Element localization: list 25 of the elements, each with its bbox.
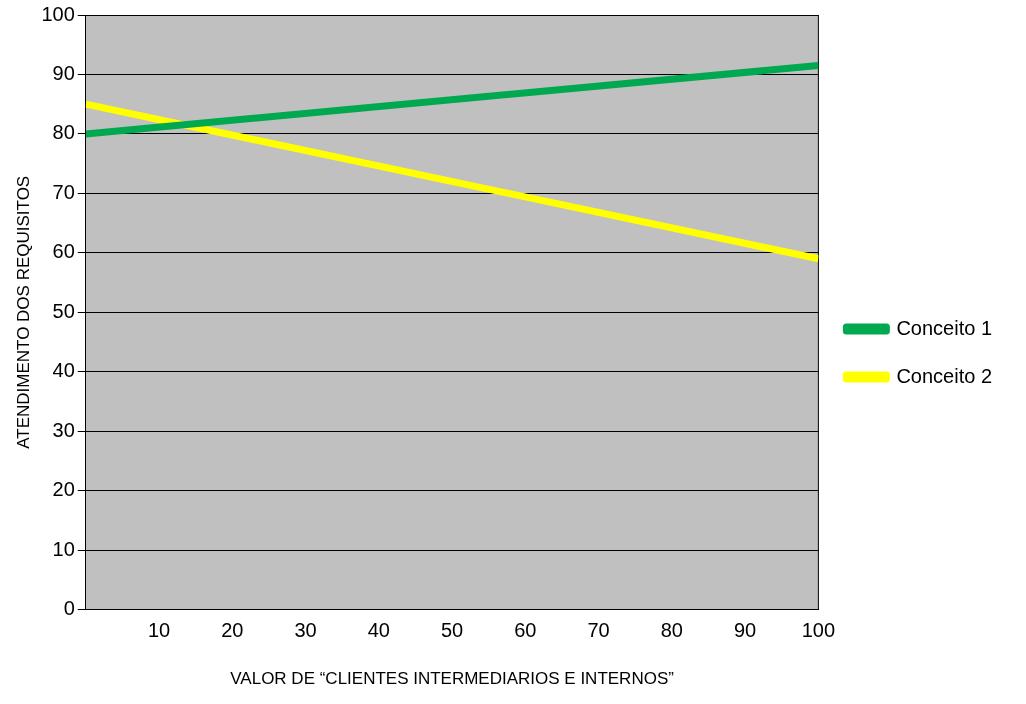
x-axis-title: VALOR DE “CLIENTES INTERMEDIARIOS E INTERNOS” — [230, 669, 675, 689]
x-tick-label: 70 — [587, 619, 610, 642]
y-tick-label: 90 — [52, 61, 75, 84]
y-tick-label: 20 — [52, 478, 75, 501]
x-tick-label: 80 — [660, 619, 683, 642]
x-tick-label: 60 — [514, 619, 537, 642]
y-tick-label: 100 — [41, 2, 75, 25]
y-axis-title: ATENDIMENTO DOS REQUISITOS — [13, 175, 33, 449]
x-tick-label: 50 — [440, 619, 464, 642]
x-tick-label: 30 — [294, 619, 317, 642]
x-tick-label: 40 — [367, 619, 390, 642]
y-tick-label: 80 — [52, 121, 75, 144]
y-tick-label: 0 — [63, 597, 75, 620]
legend-label: Conceito 1 — [896, 316, 993, 339]
y-tick-label: 50 — [52, 299, 75, 322]
x-tick-label: 90 — [734, 619, 757, 642]
y-tick-label: 30 — [52, 418, 75, 441]
x-tick-label: 20 — [221, 619, 244, 642]
y-tick-label: 70 — [52, 180, 75, 203]
x-tick-label: 100 — [801, 619, 836, 642]
y-tick-label: 40 — [52, 359, 75, 382]
x-tick-label: 10 — [147, 619, 171, 642]
y-tick-label: 10 — [52, 537, 75, 560]
legend-label: Conceito 2 — [896, 364, 993, 387]
y-tick-label: 60 — [52, 240, 75, 263]
